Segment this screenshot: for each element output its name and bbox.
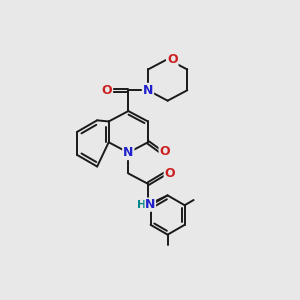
Text: N: N xyxy=(143,84,153,97)
Text: O: O xyxy=(167,52,178,66)
Text: O: O xyxy=(101,84,112,97)
Text: N: N xyxy=(145,198,155,211)
Text: H: H xyxy=(137,200,146,210)
Text: O: O xyxy=(165,167,175,180)
Text: O: O xyxy=(160,145,170,158)
Text: N: N xyxy=(123,146,134,159)
